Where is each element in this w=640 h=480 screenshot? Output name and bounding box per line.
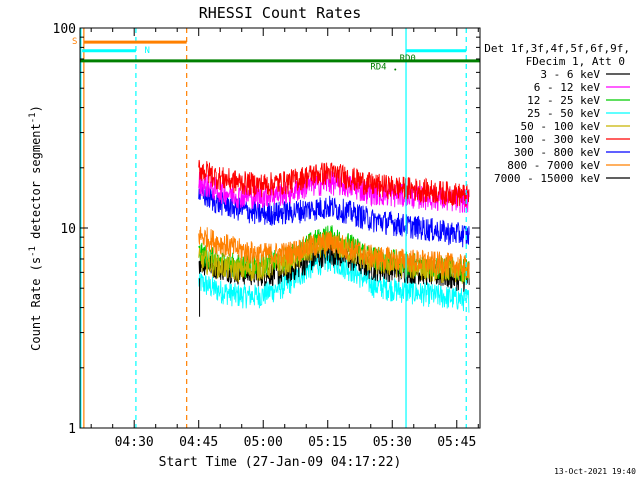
x-tick-label: 05:30 <box>373 435 412 450</box>
x-axis-label: Start Time (27-Jan-09 04:17:22) <box>159 455 402 470</box>
legend-label: 6 - 12 keV <box>534 81 601 94</box>
annotation-label-s: S <box>72 37 77 47</box>
legend: Det 1f,3f,4f,5f,6f,9f, FDecim 1, Att 0 3… <box>484 42 630 185</box>
x-tick-label: 05:15 <box>308 435 347 450</box>
legend-label: 25 - 50 keV <box>527 107 600 120</box>
annotation-label-n: N <box>145 46 150 56</box>
y-tick-label: 10 <box>60 222 76 237</box>
y-axis-label-sup2: -1 <box>28 112 38 123</box>
rd4-dot <box>394 68 397 71</box>
chart-title: RHESSI Count Rates <box>199 4 362 22</box>
y-tick-label: 100 <box>53 22 76 37</box>
y-axis-label-sup1: -1 <box>28 246 38 257</box>
y-axis-label-end: ) <box>29 105 43 112</box>
legend-label: 3 - 6 keV <box>540 68 600 81</box>
annotation-label-rd0: RD0 <box>400 54 416 64</box>
y-axis-label-main: Count Rate (s <box>29 257 43 351</box>
annotation-label-rd4: RD4 <box>370 63 386 73</box>
series-line-50-100keV <box>198 232 470 284</box>
series-line-100-300keV <box>198 159 470 208</box>
x-tick-label: 05:45 <box>437 435 476 450</box>
generation-timestamp: 13-Oct-2021 19:40 <box>554 467 636 476</box>
legend-label: 12 - 25 keV <box>527 94 600 107</box>
legend-label: 7000 - 15000 keV <box>494 172 600 185</box>
legend-header-line1: Det 1f,3f,4f,5f,6f,9f, <box>484 42 630 55</box>
legend-label: 800 - 7000 keV <box>507 159 600 172</box>
series-line-300-800keV <box>198 183 470 248</box>
x-tick-label: 04:30 <box>115 435 154 450</box>
legend-label: 100 - 300 keV <box>514 133 600 146</box>
legend-label: 50 - 100 keV <box>521 120 601 133</box>
series-line-800-7000keV <box>198 226 470 279</box>
x-tick-label: 04:45 <box>179 435 218 450</box>
legend-header-line2: FDecim 1, Att 0 <box>526 55 625 68</box>
y-tick-label: 1 <box>68 422 76 437</box>
plot-area <box>198 159 470 317</box>
y-axis-label-mid: detector segment <box>29 123 43 246</box>
annotation-layer: S N RD4 RD0 <box>72 28 480 428</box>
legend-label: 300 - 800 keV <box>514 146 600 159</box>
y-axis-label: Count Rate (s-1 detector segment-1) <box>28 105 43 351</box>
x-tick-label: 05:00 <box>244 435 283 450</box>
x-axis-ticks: 04:30 04:45 05:00 05:15 05:30 05:45 <box>90 28 479 450</box>
y-axis-ticks: 1 10 100 <box>53 22 480 437</box>
